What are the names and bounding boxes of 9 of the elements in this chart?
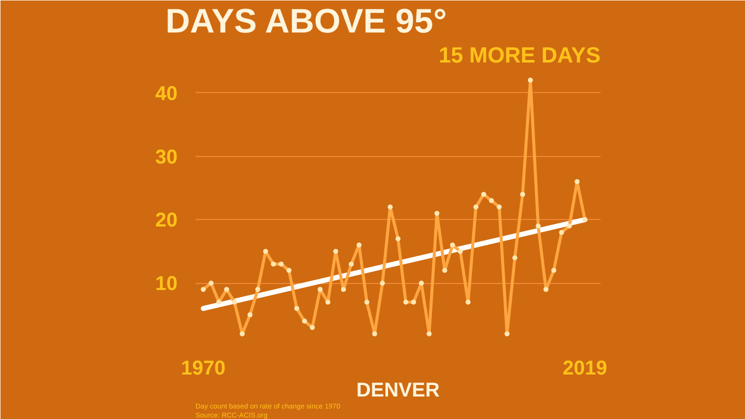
x-tick-label: 2019 xyxy=(562,358,608,380)
y-tick-label: 30 xyxy=(155,146,178,168)
chart-title: DAYS ABOVE 95° xyxy=(166,2,447,40)
x-tick-label: 1970 xyxy=(181,358,226,380)
annotation: 15 MORE DAYS xyxy=(438,42,601,68)
y-tick-label: 20 xyxy=(155,210,178,232)
y-tick-label: 40 xyxy=(155,82,178,105)
text: DENVER xyxy=(356,380,440,402)
y-tick-label: 10 xyxy=(155,273,178,296)
